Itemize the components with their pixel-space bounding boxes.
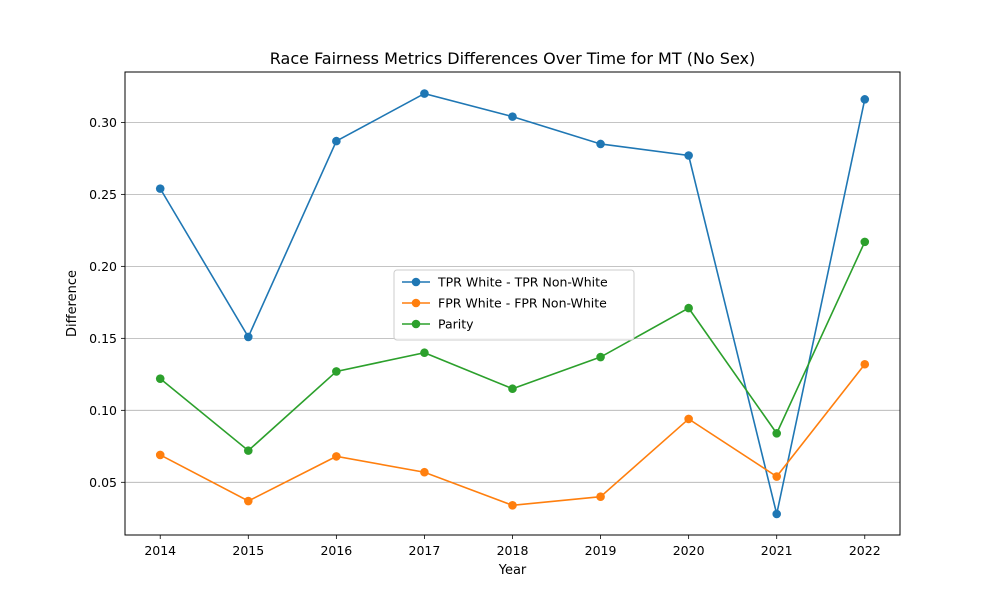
legend-item: FPR White - FPR Non-White	[402, 296, 607, 311]
y-axis-label: Difference	[65, 270, 80, 337]
data-point	[243, 496, 253, 506]
data-point	[684, 151, 693, 160]
chart-title: Race Fairness Metrics Differences Over T…	[270, 49, 755, 68]
series-layer	[155, 89, 870, 519]
legend-label: TPR White - TPR Non-White	[437, 275, 608, 290]
legend-marker	[411, 319, 421, 329]
legend-box	[393, 269, 635, 341]
legend-item: Parity	[402, 317, 474, 332]
data-point	[772, 472, 782, 481]
data-point	[860, 95, 870, 104]
data-point	[596, 139, 605, 149]
legend: TPR White - TPR Non-White FPR White - FPR…	[393, 269, 635, 341]
y-tick-label: 0.05	[89, 475, 117, 490]
x-axis-ticks: 2014 2015 2016 2017 2018 2019 2020 2021 2022	[144, 535, 881, 558]
data-point	[860, 359, 870, 369]
x-tick-label: 2022	[849, 543, 881, 558]
legend-marker	[411, 298, 421, 308]
legend-marker	[411, 277, 421, 287]
data-point	[332, 452, 341, 461]
x-tick-label: 2019	[585, 543, 617, 558]
data-point	[155, 374, 165, 383]
x-tick-label: 2020	[673, 543, 705, 558]
x-tick-label: 2017	[409, 543, 441, 558]
legend-item: TPR White - TPR Non-White	[402, 275, 608, 290]
data-point	[155, 184, 165, 193]
x-tick-label: 2016	[320, 543, 352, 558]
x-tick-label: 2018	[497, 543, 529, 558]
data-point	[420, 467, 429, 477]
x-tick-label: 2021	[761, 543, 793, 558]
series-2	[155, 359, 870, 510]
data-point	[860, 237, 870, 247]
data-point	[155, 450, 165, 460]
series-1	[155, 89, 870, 519]
data-point	[420, 89, 429, 98]
y-axis-ticks: 0.05 0.10 0.15 0.20 0.25 0.30	[89, 115, 125, 490]
y-tick-label: 0.10	[89, 403, 117, 418]
data-point	[772, 509, 782, 519]
data-point	[508, 501, 517, 510]
x-axis-label: Year	[498, 563, 527, 578]
data-point	[684, 303, 693, 313]
series-3	[155, 237, 870, 455]
y-tick-label: 0.20	[89, 259, 117, 274]
data-point	[596, 492, 605, 502]
y-tick-label: 0.30	[89, 115, 117, 130]
data-point	[508, 384, 517, 394]
data-point	[420, 348, 429, 358]
x-tick-label: 2014	[144, 543, 176, 558]
data-point	[596, 352, 605, 362]
data-point	[243, 446, 253, 455]
data-point	[772, 429, 782, 438]
data-point	[684, 414, 693, 424]
x-tick-label: 2015	[232, 543, 264, 558]
data-point	[243, 332, 253, 342]
legend-label: FPR White - FPR Non-White	[438, 296, 607, 311]
data-point	[332, 367, 341, 376]
data-point	[332, 136, 341, 146]
y-tick-label: 0.15	[89, 331, 117, 346]
y-tick-label: 0.25	[89, 187, 117, 202]
data-point	[508, 112, 517, 121]
legend-label: Parity	[438, 317, 474, 332]
